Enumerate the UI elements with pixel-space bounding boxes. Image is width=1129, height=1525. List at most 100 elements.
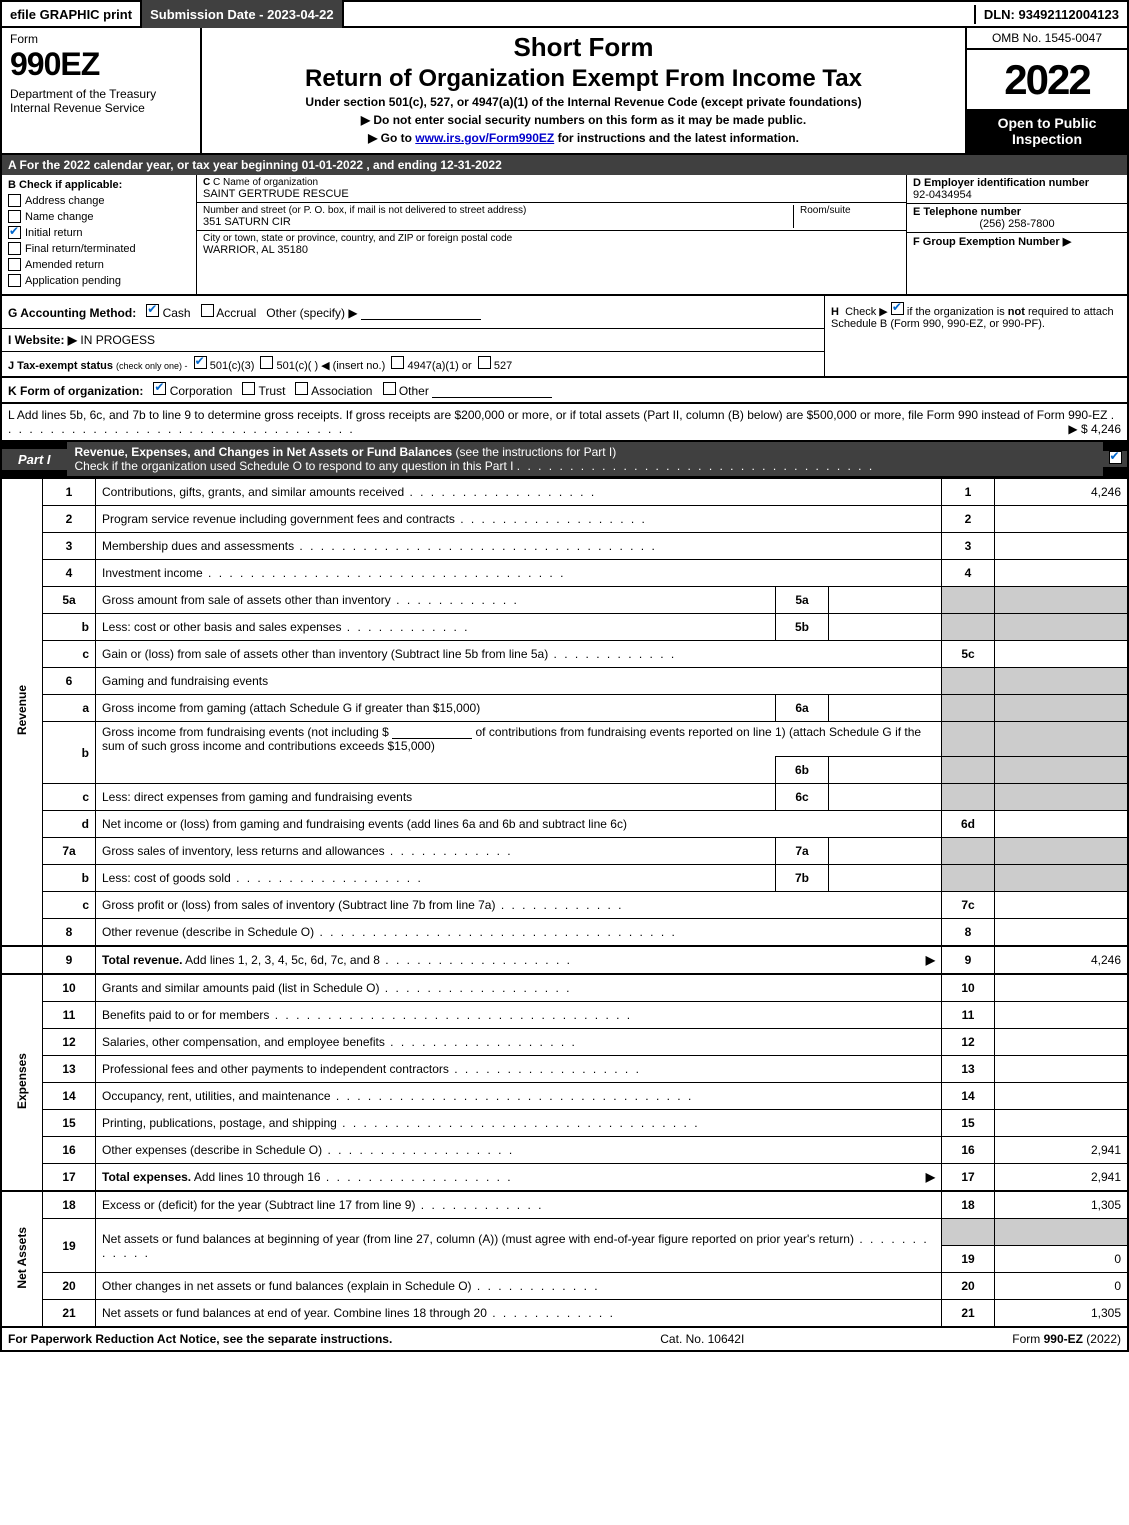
tax-year: 2022: [967, 50, 1127, 109]
line-7c: c Gross profit or (loss) from sales of i…: [1, 892, 1128, 919]
line-k-form-org: K Form of organization: Corporation Trus…: [0, 378, 1129, 404]
lbl-app-pending: Application pending: [25, 275, 121, 287]
chk-amended[interactable]: [8, 258, 21, 271]
lbl-assoc: Association: [311, 384, 372, 398]
line-7b: b Less: cost of goods sold 7b: [1, 865, 1128, 892]
part-i-check-cell: [1103, 451, 1127, 467]
chk-schedule-o-used[interactable]: [1109, 451, 1122, 464]
form-number: 990EZ: [10, 46, 192, 83]
lbl-527: 527: [494, 360, 512, 372]
lbl-accrual: Accrual: [216, 306, 256, 320]
lbl-4947: 4947(a)(1) or: [407, 360, 471, 372]
l20-val: 0: [995, 1273, 1129, 1300]
l1-desc: Contributions, gifts, grants, and simila…: [102, 485, 404, 499]
chk-527[interactable]: [478, 356, 491, 369]
line-8: 8 Other revenue (describe in Schedule O)…: [1, 919, 1128, 947]
chk-501c[interactable]: [260, 356, 273, 369]
dln: DLN: 93492112004123: [974, 5, 1127, 24]
line-19-desc: 19 Net assets or fund balances at beginn…: [1, 1219, 1128, 1246]
footer-center: Cat. No. 10642I: [660, 1332, 744, 1346]
page-footer: For Paperwork Reduction Act Notice, see …: [0, 1328, 1129, 1352]
netassets-label: Net Assets: [1, 1191, 43, 1327]
line-20: 20 Other changes in net assets or fund b…: [1, 1273, 1128, 1300]
lines-table: Revenue 1 Contributions, gifts, grants, …: [0, 478, 1129, 1328]
lbl-final-return: Final return/terminated: [25, 243, 136, 255]
part-i-title: Revenue, Expenses, and Changes in Net As…: [67, 442, 1103, 476]
chk-association[interactable]: [295, 382, 308, 395]
column-d: D Employer identification number 92-0434…: [906, 175, 1127, 294]
part-i-tab: Part I: [2, 449, 67, 470]
lbl-cash: Cash: [163, 306, 191, 320]
lbl-501c: 501(c)( ) ◀ (insert no.): [277, 360, 386, 372]
l6b-pre: Gross income from fundraising events (no…: [102, 725, 389, 739]
l1-val: 4,246: [995, 479, 1129, 506]
part-i-dots: [517, 459, 874, 473]
l6d-desc: Net income or (loss) from gaming and fun…: [96, 811, 942, 838]
ghij-left: G Accounting Method: Cash Accrual Other …: [2, 296, 824, 376]
line-21: 21 Net assets or fund balances at end of…: [1, 1300, 1128, 1328]
l15-desc: Printing, publications, postage, and shi…: [102, 1116, 337, 1130]
subtitle: Under section 501(c), 527, or 4947(a)(1)…: [212, 95, 955, 109]
chk-4947[interactable]: [391, 356, 404, 369]
chk-trust[interactable]: [242, 382, 255, 395]
j-sub: (check only one) -: [116, 361, 188, 371]
chk-schedule-b-not-required[interactable]: [891, 302, 904, 315]
line-13: 13 Professional fees and other payments …: [1, 1056, 1128, 1083]
chk-address-change[interactable]: [8, 194, 21, 207]
line-16: 16 Other expenses (describe in Schedule …: [1, 1137, 1128, 1164]
chk-accrual[interactable]: [201, 304, 214, 317]
short-form-title: Short Form: [212, 32, 955, 63]
l11-desc: Benefits paid to or for members: [102, 1008, 269, 1022]
street-address: 351 SATURN CIR: [203, 216, 793, 228]
l16-val: 2,941: [995, 1137, 1129, 1164]
form-header: Form 990EZ Department of the Treasury In…: [0, 28, 1129, 155]
h-pre: H Check ▶: [831, 306, 891, 318]
k-label: K Form of organization:: [8, 384, 143, 398]
omb-number: OMB No. 1545-0047: [967, 28, 1127, 50]
l18-val: 1,305: [995, 1191, 1129, 1219]
instruction-link: ▶ Go to www.irs.gov/Form990EZ for instru…: [212, 131, 955, 145]
line-6b: b Gross income from fundraising events (…: [1, 722, 1128, 757]
l7c-desc: Gross profit or (loss) from sales of inv…: [102, 898, 495, 912]
efile-print-button[interactable]: efile GRAPHIC print: [2, 0, 142, 28]
chk-cash[interactable]: [146, 304, 159, 317]
row-a-tax-year: A For the 2022 calendar year, or tax yea…: [0, 155, 1129, 175]
chk-name-change[interactable]: [8, 210, 21, 223]
telephone: (256) 258-7800: [913, 218, 1121, 230]
l10-desc: Grants and similar amounts paid (list in…: [102, 981, 379, 995]
ein-label: D Employer identification number: [913, 177, 1121, 189]
chk-501c3[interactable]: [194, 356, 207, 369]
chk-other-org[interactable]: [383, 382, 396, 395]
l16-desc: Other expenses (describe in Schedule O): [102, 1143, 322, 1157]
i-label: I Website: ▶: [8, 333, 77, 347]
lbl-amended: Amended return: [25, 259, 104, 271]
l6b-blank: [392, 726, 472, 739]
revenue-label: Revenue: [1, 479, 43, 947]
lbl-other-method: Other (specify) ▶: [266, 306, 357, 320]
street-label: Number and street (or P. O. box, if mail…: [203, 205, 793, 216]
section-ghij: G Accounting Method: Cash Accrual Other …: [0, 296, 1129, 378]
chk-initial-return[interactable]: [8, 226, 21, 239]
irs-link[interactable]: www.irs.gov/Form990EZ: [415, 131, 554, 145]
l19-val: 0: [995, 1246, 1129, 1273]
chk-corporation[interactable]: [153, 382, 166, 395]
website-value: IN PROGESS: [80, 333, 155, 347]
line-4: 4 Investment income 4: [1, 560, 1128, 587]
l8-desc: Other revenue (describe in Schedule O): [102, 925, 314, 939]
ein: 92-0434954: [913, 189, 1121, 201]
chk-app-pending[interactable]: [8, 274, 21, 287]
part-i-title-main: Revenue, Expenses, and Changes in Net As…: [75, 445, 453, 459]
l17-val: 2,941: [995, 1164, 1129, 1192]
lbl-other-org: Other: [399, 384, 429, 398]
line-5b: b Less: cost or other basis and sales ex…: [1, 614, 1128, 641]
l6-desc: Gaming and fundraising events: [96, 668, 942, 695]
part-i-check-line: Check if the organization used Schedule …: [75, 459, 514, 473]
l-amount: ▶ $ 4,246: [1068, 422, 1121, 436]
j-label: J Tax-exempt status: [8, 360, 113, 372]
l20-desc: Other changes in net assets or fund bala…: [102, 1279, 472, 1293]
line-6a: a Gross income from gaming (attach Sched…: [1, 695, 1128, 722]
line-5a: 5a Gross amount from sale of assets othe…: [1, 587, 1128, 614]
group-exemption-label: F Group Exemption Number ▶: [913, 235, 1121, 248]
chk-final-return[interactable]: [8, 242, 21, 255]
city-state-zip: WARRIOR, AL 35180: [203, 244, 900, 256]
